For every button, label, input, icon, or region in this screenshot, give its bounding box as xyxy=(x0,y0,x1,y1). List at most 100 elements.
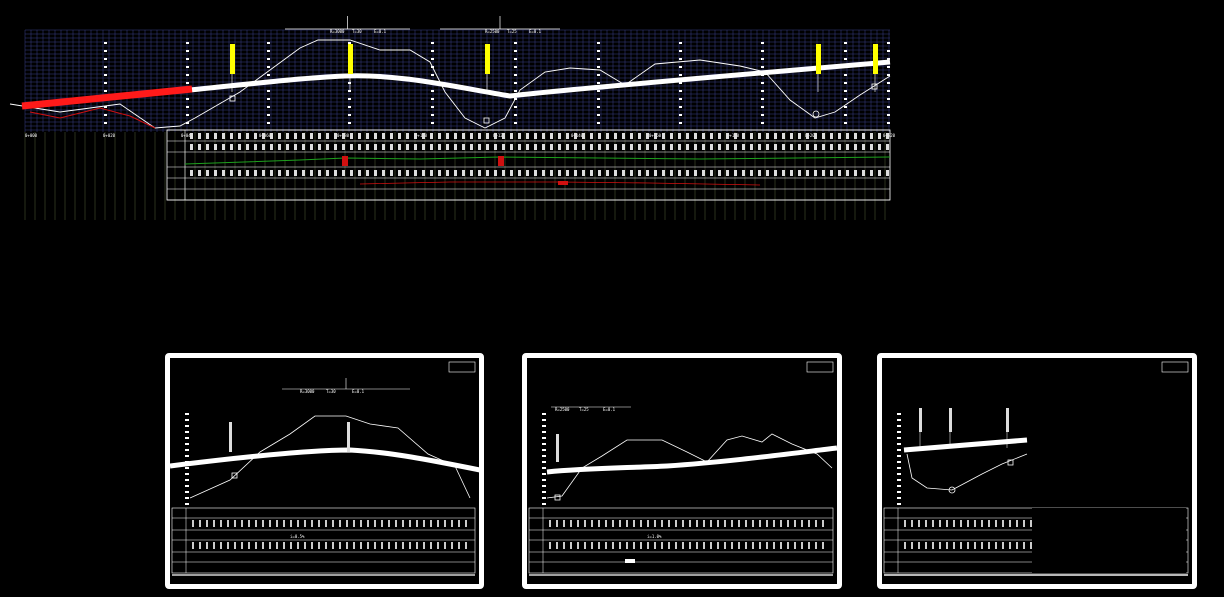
vertical-curve-label: R=2500 xyxy=(485,29,500,34)
sheet-band-value xyxy=(248,542,250,549)
band-value-mark xyxy=(502,144,505,150)
band-value-mark xyxy=(374,170,377,176)
band-value-mark xyxy=(510,170,513,176)
band-value-mark xyxy=(358,133,361,139)
sheet-band-value xyxy=(367,542,369,549)
elevation-tick xyxy=(514,74,517,76)
design-grade-selected xyxy=(21,85,193,110)
axis-tick xyxy=(185,431,189,433)
sheet-band-value xyxy=(953,520,955,527)
band-value-mark xyxy=(862,170,865,176)
sheet-band-value xyxy=(563,542,565,549)
band-value-mark xyxy=(654,170,657,176)
sheet-band-value xyxy=(995,520,997,527)
band-value-mark xyxy=(646,133,649,139)
sheet-band-value xyxy=(430,520,432,527)
station-label: 0+220 xyxy=(883,133,896,138)
band-value-mark xyxy=(750,144,753,150)
sheet-band-value xyxy=(689,520,691,527)
elevation-tick xyxy=(104,74,107,76)
sheet-band-value xyxy=(262,520,264,527)
elevation-tick xyxy=(597,82,600,84)
sheet-band-value xyxy=(1023,520,1025,527)
band-value-mark xyxy=(654,144,657,150)
sheet-band-value xyxy=(647,520,649,527)
vertical-curve-label: T=25 xyxy=(507,29,517,34)
axis-tick xyxy=(185,419,189,421)
sheet-band-value xyxy=(206,542,208,549)
sheet-frame-1[interactable]: i=0.5% R=3000 T=30 E=0.1 xyxy=(165,353,484,589)
vertical-curve-label: E=0.1 xyxy=(603,407,616,412)
band-value-mark xyxy=(670,133,673,139)
vertical-curve-label: T=30 xyxy=(352,29,362,34)
sheet-2-drawing: i=1.0% R=2500 T=25 E=0.1 xyxy=(528,361,837,576)
sheet-band-value xyxy=(745,520,747,527)
sheet-band-value xyxy=(904,542,906,549)
elevation-tick xyxy=(844,74,847,76)
elevation-tick xyxy=(761,42,764,44)
sheet-frame-2[interactable]: i=1.0% R=2500 T=25 E=0.1 xyxy=(522,353,842,589)
band-value-mark xyxy=(870,144,873,150)
band-value-mark xyxy=(518,170,521,176)
band-value-mark xyxy=(406,144,409,150)
sheet-band-value xyxy=(381,520,383,527)
elevation-tick xyxy=(431,50,434,52)
band-value-mark xyxy=(302,133,305,139)
sheet-band-value xyxy=(981,542,983,549)
sheet-band-value xyxy=(220,520,222,527)
band-value-mark xyxy=(830,144,833,150)
sheet-band-value xyxy=(556,520,558,527)
sheet-band-value xyxy=(967,520,969,527)
culvert-marker xyxy=(812,110,820,118)
sheet-band xyxy=(171,507,476,574)
elevation-tick xyxy=(104,90,107,92)
band-value-mark xyxy=(686,144,689,150)
band-value-mark xyxy=(606,170,609,176)
band-value-mark xyxy=(198,170,201,176)
axis-tick xyxy=(897,455,901,457)
sheet-band-value xyxy=(932,520,934,527)
overview-design-line[interactable] xyxy=(21,59,891,110)
elevation-tick xyxy=(104,122,107,124)
sheet-band-value xyxy=(584,542,586,549)
sheet-band-value xyxy=(815,542,817,549)
sheet-band-value xyxy=(731,520,733,527)
band-value-mark xyxy=(758,170,761,176)
sheet-band-value xyxy=(577,542,579,549)
band-value-mark xyxy=(342,133,345,139)
sheet-band-value xyxy=(626,542,628,549)
band-value-mark xyxy=(270,170,273,176)
band-value-mark xyxy=(238,133,241,139)
band-value-mark xyxy=(790,144,793,150)
axis-tick xyxy=(542,467,546,469)
band-value-mark xyxy=(230,170,233,176)
elevation-tick xyxy=(679,74,682,76)
band-value-mark xyxy=(446,170,449,176)
sheet-band xyxy=(528,507,834,574)
culvert-marker xyxy=(948,486,956,494)
band-value-mark xyxy=(582,133,585,139)
sheet-frame-3[interactable] xyxy=(877,353,1197,589)
sheet-band-value xyxy=(918,542,920,549)
band-value-mark xyxy=(430,144,433,150)
design-grade-line xyxy=(170,447,479,473)
elevation-tick xyxy=(844,82,847,84)
elevation-tick xyxy=(887,106,890,108)
sheet-band-value xyxy=(213,520,215,527)
band-value-mark xyxy=(518,144,521,150)
band-value-mark xyxy=(462,133,465,139)
band-value-mark xyxy=(318,170,321,176)
elevation-tick xyxy=(844,58,847,60)
sheet-band-value xyxy=(346,542,348,549)
elevation-tick xyxy=(597,90,600,92)
band-value-mark xyxy=(638,170,641,176)
elevation-tick xyxy=(679,50,682,52)
sheet-band-value xyxy=(402,520,404,527)
sheet-band-value xyxy=(591,542,593,549)
band-value-mark xyxy=(486,144,489,150)
band-value-mark xyxy=(838,144,841,150)
band-value-mark xyxy=(414,133,417,139)
vertical-curve-label: E=0.1 xyxy=(352,389,365,394)
sheet-band-value xyxy=(395,520,397,527)
